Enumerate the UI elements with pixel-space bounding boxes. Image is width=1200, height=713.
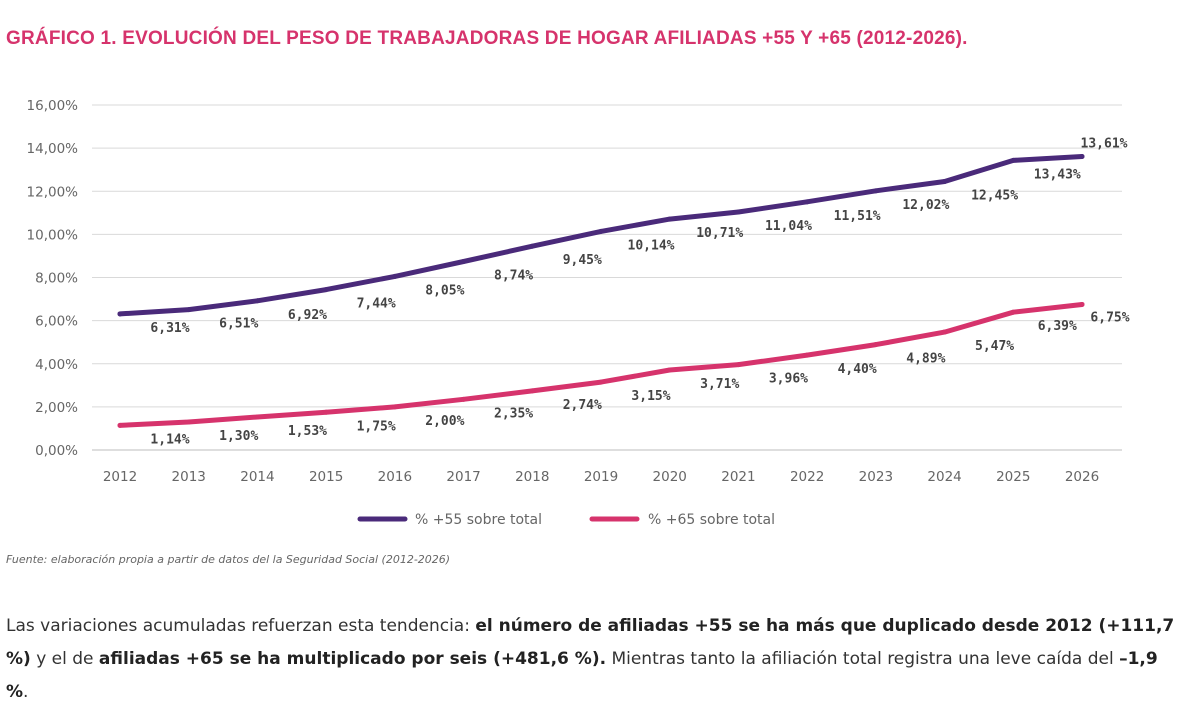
data-point bbox=[254, 414, 260, 420]
source-note: Fuente: elaboración propia a partir de d… bbox=[6, 553, 451, 566]
data-label: 3,15% bbox=[631, 389, 670, 404]
data-point bbox=[735, 209, 741, 215]
data-label: 12,45% bbox=[971, 189, 1018, 204]
data-label: 1,30% bbox=[219, 429, 258, 444]
x-tick-label: 2016 bbox=[378, 469, 412, 485]
data-point bbox=[529, 388, 535, 394]
data-label: 12,02% bbox=[902, 198, 949, 213]
data-label: 3,71% bbox=[700, 377, 739, 392]
data-point bbox=[735, 362, 741, 368]
data-label: 8,74% bbox=[494, 269, 533, 284]
x-tick-label: 2026 bbox=[1065, 469, 1099, 485]
x-tick-label: 2014 bbox=[240, 469, 274, 485]
data-point bbox=[117, 422, 123, 428]
x-tick-label: 2017 bbox=[446, 469, 480, 485]
data-label: 3,96% bbox=[769, 372, 808, 387]
y-tick-label: 8,00% bbox=[35, 271, 78, 287]
data-label: 13,43% bbox=[1034, 167, 1081, 182]
data-label: 4,40% bbox=[838, 362, 877, 377]
data-label: 1,53% bbox=[288, 424, 327, 439]
legend-label-2: % +65 sobre total bbox=[648, 512, 775, 528]
paragraph-text-2: y el de bbox=[30, 649, 99, 669]
x-tick-label: 2015 bbox=[309, 469, 343, 485]
data-point bbox=[942, 329, 948, 335]
data-point bbox=[598, 228, 604, 234]
data-point bbox=[323, 409, 329, 415]
data-point bbox=[942, 179, 948, 185]
paragraph-bold-1: el número de afiliadas +55 se ha más que… bbox=[6, 616, 1175, 669]
data-point bbox=[186, 307, 192, 313]
x-tick-label: 2020 bbox=[653, 469, 687, 485]
legend-label-1: % +55 sobre total bbox=[415, 512, 542, 528]
paragraph-text-1: Las variaciones acumuladas refuerzan est… bbox=[6, 616, 476, 636]
data-label: 10,71% bbox=[696, 226, 743, 241]
paragraph-bold-3: –1,9 % bbox=[6, 649, 1158, 702]
data-point bbox=[1010, 157, 1016, 163]
data-point bbox=[1079, 301, 1085, 307]
data-point bbox=[804, 199, 810, 205]
chart-title: GRÁFICO 1. EVOLUCIÓN DEL PESO DE TRABAJA… bbox=[6, 28, 968, 49]
data-label: 6,39% bbox=[1038, 319, 1077, 334]
data-point bbox=[461, 259, 467, 265]
data-point bbox=[254, 298, 260, 304]
data-point bbox=[461, 396, 467, 402]
x-tick-label: 2024 bbox=[927, 469, 961, 485]
data-label: 4,89% bbox=[906, 352, 945, 367]
data-point bbox=[186, 419, 192, 425]
data-point bbox=[873, 342, 879, 348]
data-label: 9,45% bbox=[563, 253, 602, 268]
data-label: 8,05% bbox=[425, 283, 464, 298]
paragraph-text-3: Mientras tanto la afiliación total regis… bbox=[606, 649, 1120, 669]
paragraph-bold-2: afiliadas +65 se ha multiplicado por sei… bbox=[98, 649, 607, 669]
data-point bbox=[323, 287, 329, 293]
data-label: 1,14% bbox=[150, 432, 189, 447]
y-tick-label: 12,00% bbox=[27, 184, 79, 200]
series-line-1 bbox=[117, 154, 1085, 317]
summary-paragraph: Las variaciones acumuladas refuerzan est… bbox=[6, 610, 1186, 709]
data-label: 11,04% bbox=[765, 219, 812, 234]
line-chart: 0,00% 2,00% 4,00% 6,00% 8,00% 10,00% 12,00% 14,… bbox=[27, 98, 1130, 528]
data-point bbox=[392, 273, 398, 279]
data-label: 6,75% bbox=[1090, 310, 1129, 325]
data-point bbox=[667, 367, 673, 373]
data-label: 7,44% bbox=[357, 297, 396, 312]
data-label: 5,47% bbox=[975, 339, 1014, 354]
y-tick-label: 0,00% bbox=[35, 443, 78, 459]
x-tick-label: 2012 bbox=[103, 469, 137, 485]
data-point bbox=[1079, 154, 1085, 160]
y-tick-label: 16,00% bbox=[27, 98, 79, 114]
x-tick-label: 2019 bbox=[584, 469, 618, 485]
data-label: 2,35% bbox=[494, 406, 533, 421]
paragraph-text-4: . bbox=[23, 682, 29, 702]
data-label: 2,74% bbox=[563, 398, 602, 413]
data-label: 13,61% bbox=[1081, 137, 1128, 152]
y-tick-label: 4,00% bbox=[35, 357, 78, 373]
data-point bbox=[529, 243, 535, 249]
data-point bbox=[392, 404, 398, 410]
data-label: 6,92% bbox=[288, 308, 327, 323]
x-tick-label: 2013 bbox=[172, 469, 206, 485]
x-tick-label: 2021 bbox=[721, 469, 755, 485]
y-tick-label: 2,00% bbox=[35, 400, 78, 416]
data-point bbox=[667, 216, 673, 222]
y-tick-label: 6,00% bbox=[35, 314, 78, 330]
x-tick-label: 2018 bbox=[515, 469, 549, 485]
data-point bbox=[598, 379, 604, 385]
data-label: 6,31% bbox=[150, 321, 189, 336]
x-tick-label: 2025 bbox=[996, 469, 1030, 485]
data-label: 11,51% bbox=[834, 209, 881, 224]
data-point bbox=[873, 188, 879, 194]
x-tick-label: 2022 bbox=[790, 469, 824, 485]
data-label: 6,51% bbox=[219, 317, 258, 332]
y-tick-label: 10,00% bbox=[27, 227, 79, 243]
data-label: 1,75% bbox=[357, 419, 396, 434]
data-point bbox=[117, 311, 123, 317]
x-tick-label: 2023 bbox=[859, 469, 893, 485]
data-point bbox=[804, 352, 810, 358]
data-point bbox=[1010, 309, 1016, 315]
y-tick-label: 14,00% bbox=[27, 141, 79, 157]
data-label: 2,00% bbox=[425, 414, 464, 429]
data-label: 10,14% bbox=[628, 238, 675, 253]
